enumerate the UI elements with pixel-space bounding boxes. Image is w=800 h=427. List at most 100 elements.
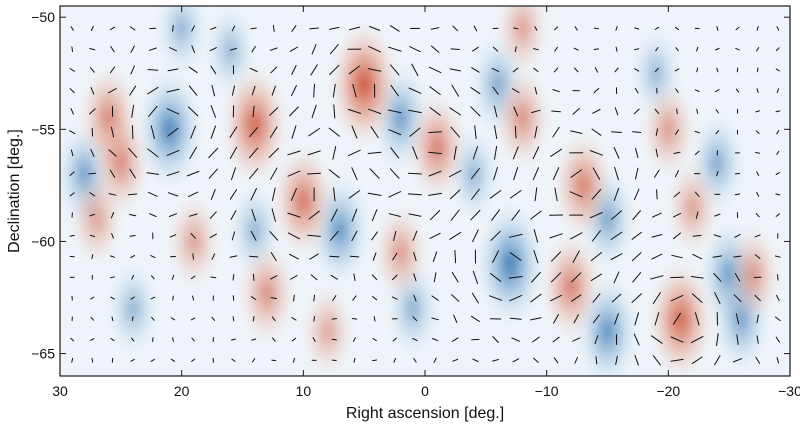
polarization-vector [310, 274, 318, 281]
polarization-vector [371, 231, 378, 241]
polarization-vector [449, 170, 462, 178]
polarization-vector [650, 275, 664, 280]
polarization-vector [232, 274, 235, 281]
polarization-vector [676, 108, 678, 115]
polarization-vector [634, 48, 640, 51]
polarization-vector [675, 26, 680, 31]
polarization-vector [513, 27, 519, 30]
polarization-vector [632, 272, 642, 283]
polarization-vector [188, 85, 198, 96]
polarization-vector [694, 191, 700, 198]
polarization-vector [272, 337, 276, 342]
hot-spot [494, 67, 550, 169]
polarization-vector [755, 130, 760, 134]
polarization-vector [291, 65, 297, 75]
polarization-vector [777, 274, 779, 281]
polarization-vector [735, 88, 740, 93]
polarization-vector [451, 272, 459, 283]
polarization-vector [595, 356, 598, 365]
polarization-vector [210, 26, 217, 30]
polarization-vector [776, 150, 780, 155]
polarization-vector [108, 88, 117, 94]
polarization-vector [328, 169, 340, 179]
polarization-vector [166, 149, 180, 156]
polarization-vector [148, 105, 158, 117]
polarization-vector [307, 172, 322, 175]
x-axis-label: Right ascension [deg.] [346, 405, 504, 422]
polarization-vector [591, 189, 602, 200]
hot-spot [408, 93, 467, 201]
polarization-vector [407, 172, 422, 175]
polarization-vector [755, 110, 760, 113]
polarization-vector [250, 296, 257, 300]
polarization-vector [391, 296, 398, 300]
polarization-vector [229, 189, 238, 200]
polarization-vector [129, 26, 136, 31]
polarization-vector [428, 192, 442, 196]
polarization-vector [393, 230, 397, 241]
polarization-vector [533, 229, 539, 243]
polarization-vector [590, 252, 602, 262]
polarization-vector [192, 253, 194, 260]
polarization-vector [534, 187, 538, 202]
polarization-vector [493, 105, 498, 118]
polarization-vector [367, 192, 382, 196]
polarization-vector [373, 316, 376, 322]
polarization-vector [775, 110, 781, 113]
hot-spot [168, 194, 220, 289]
polarization-vector [89, 67, 95, 73]
polarization-vector [573, 314, 579, 324]
polarization-vector [531, 272, 541, 283]
polarization-vector [592, 314, 600, 324]
polarization-vector [313, 294, 315, 302]
polarization-vector [150, 255, 156, 259]
polarization-vector [190, 317, 196, 321]
polarization-vector [210, 65, 217, 75]
polarization-vector [633, 188, 640, 201]
polarization-vector [333, 104, 336, 119]
polarization-vector [549, 233, 563, 239]
polarization-vector [776, 47, 780, 52]
polarization-vector [611, 293, 622, 303]
polarization-vector [211, 253, 216, 260]
polarization-vector [351, 125, 358, 139]
polarization-vector [572, 337, 581, 342]
polarization-vector [551, 251, 562, 262]
polarization-vector [775, 193, 781, 196]
polarization-vector [490, 230, 501, 241]
polarization-vector [592, 167, 600, 180]
polarization-vector [111, 233, 114, 239]
polarization-vector [530, 210, 542, 220]
polarization-vector [690, 336, 704, 344]
polarization-vector [634, 68, 640, 72]
polarization-vector [553, 67, 559, 73]
polarization-vector [110, 126, 115, 138]
polarization-vector [271, 316, 276, 322]
polarization-vector [130, 358, 135, 362]
polarization-vector [513, 166, 519, 181]
polarization-vector [433, 272, 437, 283]
polarization-vector [696, 108, 699, 114]
polarization-vector [472, 229, 479, 243]
polarization-vector [470, 209, 481, 221]
polarization-vector [349, 255, 360, 258]
cold-spot [155, 6, 208, 76]
polarization-vector [691, 293, 703, 303]
polarization-vector [231, 358, 236, 362]
polarization-vector [713, 234, 722, 238]
polarization-vector [531, 109, 541, 114]
temperature-field [60, 6, 780, 376]
polarization-vector [371, 274, 378, 281]
polarization-vector [111, 316, 114, 322]
x-tick-label: 0 [421, 383, 429, 399]
polarization-vector [413, 252, 417, 262]
polarization-vector [733, 294, 742, 302]
polarization-vector [592, 109, 601, 114]
polarization-vector [573, 47, 579, 51]
polarization-vector [732, 358, 743, 363]
polarization-vector [551, 110, 561, 113]
polarization-vector [569, 191, 583, 198]
polarization-vector [89, 48, 96, 51]
polarization-vector [70, 337, 74, 342]
polarization-vector [151, 316, 155, 321]
